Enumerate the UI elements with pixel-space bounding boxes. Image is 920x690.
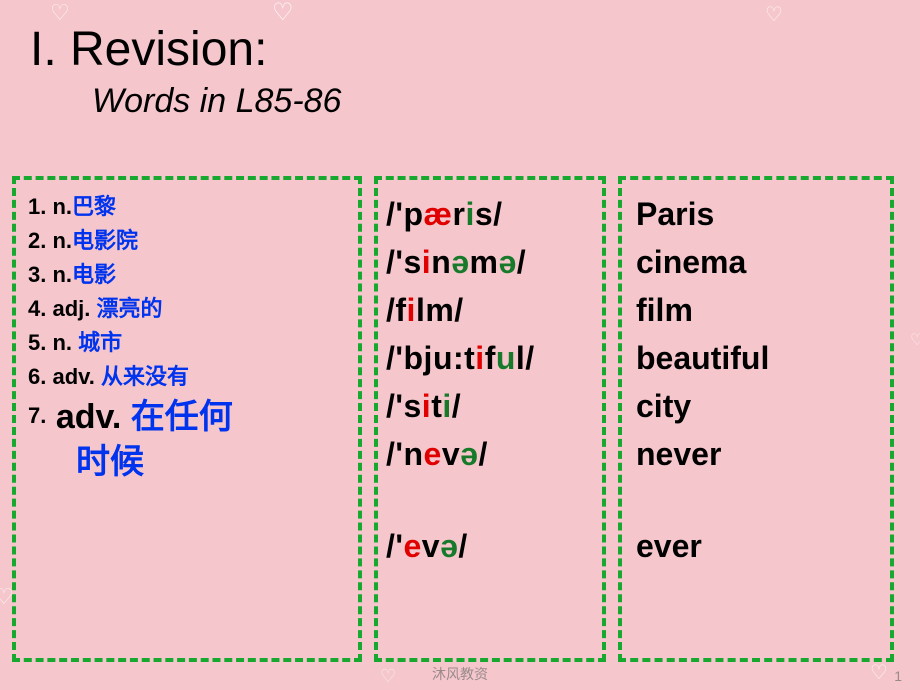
phonetic-segment: /'bju:t [386, 340, 475, 376]
phonetic-row: /'evə/ [386, 522, 594, 570]
heart-icon: ♡ [765, 2, 783, 27]
phonetic-segment: /f [386, 292, 407, 328]
item-number: 2. [28, 228, 46, 253]
phonetic-segment: l/ [516, 340, 535, 376]
phonetic-segment: i [407, 292, 416, 328]
spacer [386, 478, 594, 522]
phonetic-row: /'pæris/ [386, 190, 594, 238]
part-of-speech: adv. [56, 398, 122, 436]
phonetic-segment: /'n [386, 436, 424, 472]
english-word: beautiful [636, 334, 876, 382]
phonetic-segment: / [517, 244, 526, 280]
item-number: 6. [28, 364, 46, 389]
definition-row: 5. n. 城市 [28, 326, 346, 360]
phonetic-segment: m [470, 244, 499, 280]
phonetic-row: /'sinəmə/ [386, 238, 594, 286]
phonetic-segment: i [475, 340, 484, 376]
english-word: never [636, 430, 876, 478]
item-number: 5. [28, 330, 46, 355]
phonetic-segment: ə [498, 244, 516, 280]
phonetic-segment: ə [460, 436, 478, 472]
definition-row-emphasis: 7. adv. 在任何 时候 [28, 395, 346, 487]
definition-row: 4. adj. 漂亮的 [28, 292, 346, 326]
english-word: cinema [636, 238, 876, 286]
phonetic-segment: / [452, 388, 461, 424]
english-words-box: Pariscinemafilmbeautiful citynever ever [618, 176, 894, 662]
phonetic-segment: ə [440, 528, 458, 564]
item-number: 7. [28, 403, 46, 428]
phonetic-segment: æ [424, 196, 453, 232]
phonetic-segment: n [431, 244, 451, 280]
phonetic-segment: e [404, 528, 422, 564]
phonetics-box: /'pæris//'sinəmə//film//'bju:tiful//'sit… [374, 176, 606, 662]
phonetic-segment: /'p [386, 196, 424, 232]
phonetic-segment: /'s [386, 244, 422, 280]
phonetic-segment: i [465, 196, 474, 232]
footer-watermark: 沐风教资 [0, 664, 920, 684]
slide-title: I. Revision: [30, 22, 267, 77]
phonetic-segment: i [422, 244, 431, 280]
heart-icon: ♡ [910, 330, 920, 350]
part-of-speech: n. [52, 330, 72, 355]
phonetic-row: /'bju:tiful/ [386, 334, 594, 382]
definitions-box: 1. n.巴黎 2. n.电影院 3. n.电影 4. adj. 漂亮的 5. … [12, 176, 362, 662]
part-of-speech: n. [52, 228, 72, 253]
phonetic-segment: s/ [475, 196, 503, 232]
phonetic-segment: /'s [386, 388, 422, 424]
phonetic-segment: v [422, 528, 440, 564]
definition-row: 1. n.巴黎 [28, 190, 346, 224]
item-number: 1. [28, 194, 46, 219]
phonetic-row: /'siti/ [386, 382, 594, 430]
chinese-meaning: 从来没有 [101, 364, 189, 389]
definition-row: 6. adv. 从来没有 [28, 360, 346, 394]
phonetic-segment: t [431, 388, 442, 424]
definition-row: 3. n.电影 [28, 258, 346, 292]
phonetic-segment: lm/ [416, 292, 464, 328]
chinese-meaning-line2: 时候 [76, 440, 346, 486]
heart-icon: ♡ [272, 0, 294, 27]
phonetic-segment: u [496, 340, 516, 376]
phonetic-segment: v [442, 436, 460, 472]
phonetic-row: /'nevə/ [386, 430, 594, 478]
phonetic-segment: r [453, 196, 466, 232]
spacer [636, 478, 876, 522]
phonetic-segment: i [442, 388, 451, 424]
phonetic-segment: ə [451, 244, 469, 280]
phonetic-segment: f [485, 340, 496, 376]
chinese-meaning: 漂亮的 [97, 296, 163, 321]
phonetic-segment: i [422, 388, 431, 424]
definition-row: 2. n.电影院 [28, 224, 346, 258]
phonetic-segment: / [458, 528, 467, 564]
english-word: city [636, 382, 876, 430]
part-of-speech: n. [52, 194, 72, 219]
part-of-speech: adj. [52, 296, 90, 321]
part-of-speech: n. [52, 262, 72, 287]
chinese-meaning: 电影院 [72, 228, 138, 253]
chinese-meaning: 电影 [72, 262, 116, 287]
chinese-meaning: 巴黎 [72, 194, 116, 219]
english-word: film [636, 286, 876, 334]
phonetic-segment: / [478, 436, 487, 472]
phonetic-segment: e [424, 436, 442, 472]
slide-subtitle: Words in L85-86 [92, 82, 341, 121]
phonetic-segment: /' [386, 528, 404, 564]
item-number: 4. [28, 296, 46, 321]
phonetic-row: /film/ [386, 286, 594, 334]
item-number: 3. [28, 262, 46, 287]
chinese-meaning: 城市 [78, 330, 122, 355]
page-number: 1 [894, 668, 902, 684]
part-of-speech: adv. [52, 364, 94, 389]
english-word: Paris [636, 190, 876, 238]
english-word: ever [636, 522, 876, 570]
chinese-meaning: 在任何 [131, 398, 233, 436]
